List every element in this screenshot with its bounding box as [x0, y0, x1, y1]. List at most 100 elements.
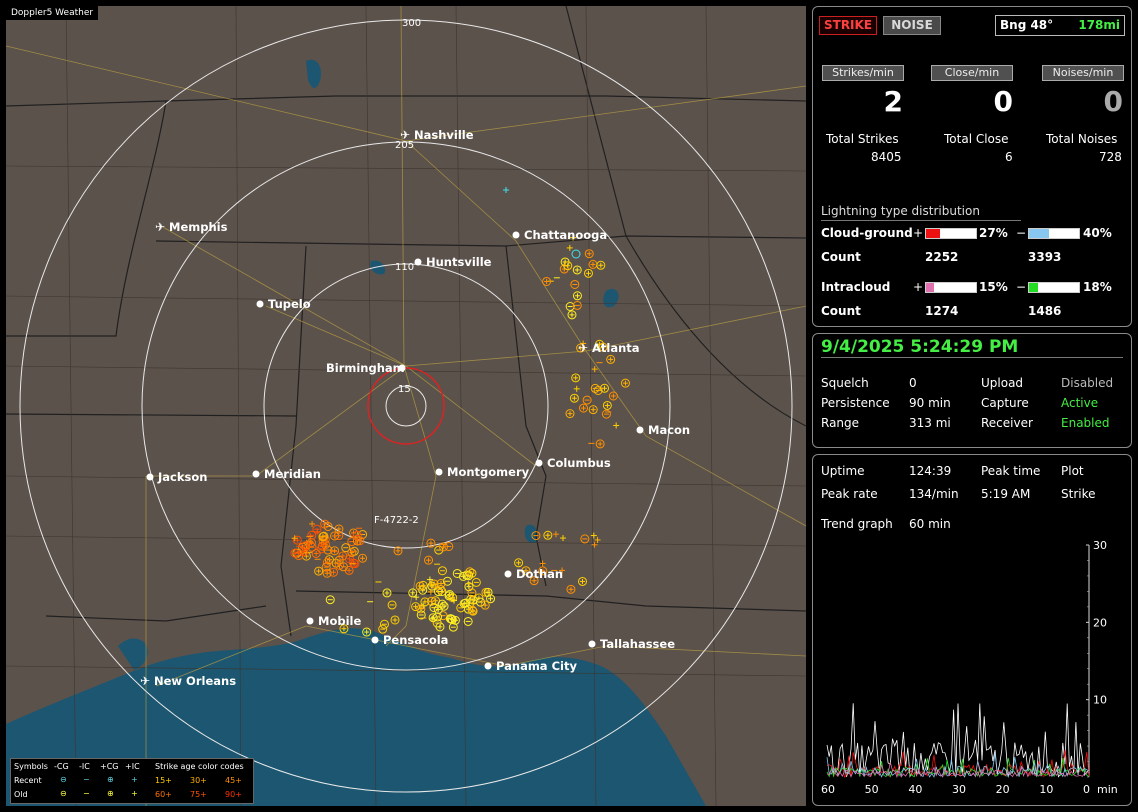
noises-per-min-value: 0	[1103, 85, 1123, 118]
strike-icon	[318, 532, 328, 542]
symbol-legend: Symbols -CG -IC +CG +IC Strike age color…	[10, 758, 254, 804]
strike-icon	[426, 596, 436, 606]
strike-icon	[393, 546, 403, 556]
ic-label: Intracloud	[821, 280, 891, 294]
x-tick-label: 60	[821, 783, 835, 796]
upload-label: Upload	[981, 376, 1024, 390]
strike-icon	[439, 601, 449, 611]
strike-icon	[307, 542, 317, 552]
city-label: New Orleans	[154, 674, 236, 688]
city-dot-icon	[146, 473, 154, 481]
strike-icon	[426, 538, 436, 548]
trend-series-line	[826, 753, 1090, 779]
city-label: Tallahassee	[600, 637, 675, 651]
peak-time-value: 5:19 AM	[981, 487, 1031, 501]
strike-icon	[442, 576, 452, 586]
datetime: 9/4/2025 5:24:29 PM	[821, 337, 1019, 357]
neg-cg-recent-icon: ⊖	[60, 775, 67, 784]
uptime-value: 124:39	[909, 464, 952, 478]
distance-value: 178mi	[1078, 18, 1120, 32]
strike-icon	[483, 587, 493, 597]
strike-icon	[338, 562, 348, 572]
strike-icon	[322, 568, 332, 578]
strike-icon	[339, 624, 349, 634]
strike-icon	[538, 566, 548, 576]
strike-icon	[424, 555, 434, 565]
strike-icon	[565, 302, 575, 312]
app-title: Doppler5 Weather	[6, 6, 99, 20]
lake-1	[306, 59, 322, 89]
strike-icon	[620, 378, 630, 388]
strike-icon	[565, 409, 575, 419]
city-label: Huntsville	[426, 255, 492, 269]
ring-label-205: 205	[395, 140, 414, 151]
close-ring	[367, 367, 445, 445]
city-mobile: Mobile	[306, 614, 361, 628]
ic-neg-bar	[1028, 282, 1080, 293]
city-dot-icon	[256, 300, 264, 308]
x-tick-label: 20	[996, 783, 1010, 796]
strike-icon	[358, 529, 368, 539]
strike-icon	[608, 391, 618, 401]
city-label: Nashville	[414, 128, 474, 142]
city-nashville: ✈ Nashville	[400, 128, 474, 142]
city-macon: Macon	[636, 423, 690, 437]
strike-icon	[299, 547, 309, 557]
range-ring-110	[263, 263, 549, 549]
strike-icon	[467, 568, 477, 578]
strike-icon	[531, 531, 541, 541]
city-jackson: Jackson	[146, 470, 207, 484]
airport-icon: ✈	[155, 220, 165, 234]
city-tupelo: Tupelo	[256, 297, 311, 311]
range-ring-300	[19, 19, 793, 793]
strike-icon	[349, 558, 359, 568]
strike-icon	[323, 521, 333, 531]
strike-icon	[314, 566, 324, 576]
strike-icon	[569, 393, 579, 403]
strike-icon	[563, 261, 573, 271]
plot-value[interactable]: Strike	[1061, 487, 1096, 501]
city-dothan: Dothan	[504, 567, 563, 581]
squelch-value: 0	[909, 376, 917, 390]
pos-cg-recent-icon: ⊕	[107, 775, 114, 784]
strike-icon	[595, 339, 605, 349]
cg-label: Cloud-ground	[821, 226, 913, 240]
city-dot-icon	[398, 364, 406, 372]
strike-icon	[390, 615, 400, 625]
strike-icon	[480, 600, 490, 610]
upload-value: Disabled	[1061, 376, 1114, 390]
city-dot-icon	[636, 426, 644, 434]
map-canvas[interactable]: 300 205 110 15 ✈ Nashville ✈ Memphis Chattanoog…	[6, 6, 806, 806]
x-tick-label: 40	[908, 783, 922, 796]
airport-icon: ✈	[578, 341, 588, 355]
strike-icon	[434, 545, 444, 555]
lightning-map[interactable]: Doppler5 Weather	[6, 6, 806, 806]
legend-recent-label: Recent	[14, 776, 42, 785]
settings-panel: 9/4/2025 5:24:29 PM Squelch 0 Upload Dis…	[812, 333, 1132, 448]
ring-label-300: 300	[402, 18, 421, 29]
strike-icon	[570, 279, 580, 289]
strike-icon	[428, 613, 438, 623]
city-dot-icon	[484, 662, 492, 670]
strike-button[interactable]: STRIKE	[819, 16, 877, 35]
strike-icon	[355, 536, 365, 546]
neg-cg-old-icon: ⊖	[60, 789, 67, 798]
bearing-readout: Bng 48° 178mi	[995, 15, 1125, 36]
strike-icon	[415, 581, 425, 591]
noise-button[interactable]: NOISE	[883, 16, 941, 35]
city-label: Macon	[648, 423, 690, 437]
strike-icon	[588, 405, 598, 415]
cg-neg-count: 3393	[1028, 250, 1062, 264]
strike-icon	[572, 265, 582, 275]
pos-cg-old-icon: ⊕	[107, 789, 114, 798]
strike-icon	[471, 577, 481, 587]
y-tick-label: 10	[1093, 694, 1107, 707]
strike-icon	[467, 588, 477, 598]
strike-icon	[408, 588, 418, 598]
city-label: Dothan	[516, 567, 563, 581]
legend-age-75: 75+	[190, 790, 207, 799]
cg-minus-sign: −	[1016, 226, 1027, 240]
state-borders	[6, 6, 806, 637]
strike-icon	[334, 531, 344, 541]
county-borders	[6, 6, 806, 806]
